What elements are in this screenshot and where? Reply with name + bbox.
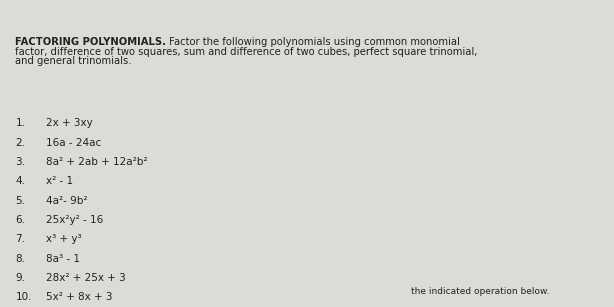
Text: the indicated operation below.: the indicated operation below. <box>411 287 550 296</box>
Text: 1.: 1. <box>15 118 25 128</box>
Text: 6.: 6. <box>15 215 25 225</box>
Text: 8a² + 2ab + 12a²b²: 8a² + 2ab + 12a²b² <box>46 157 147 167</box>
Text: 3.: 3. <box>15 157 25 167</box>
Text: x³ + y³: x³ + y³ <box>46 234 82 244</box>
Text: 2.: 2. <box>15 138 25 148</box>
Text: 4a²- 9b²: 4a²- 9b² <box>46 196 88 206</box>
Text: FACTORING POLYNOMIALS.: FACTORING POLYNOMIALS. <box>15 37 166 47</box>
Text: 9.: 9. <box>15 273 25 283</box>
Text: 16a - 24ac: 16a - 24ac <box>46 138 101 148</box>
Text: 25x²y² - 16: 25x²y² - 16 <box>46 215 103 225</box>
Text: 8.: 8. <box>15 254 25 264</box>
Text: Factor the following polynomials using common monomial: Factor the following polynomials using c… <box>166 37 460 47</box>
Text: 4.: 4. <box>15 176 25 186</box>
Text: x² - 1: x² - 1 <box>46 176 73 186</box>
Text: 8a³ - 1: 8a³ - 1 <box>46 254 80 264</box>
Text: 5x² + 8x + 3: 5x² + 8x + 3 <box>46 292 112 302</box>
Text: 10.: 10. <box>15 292 32 302</box>
Text: factor, difference of two squares, sum and difference of two cubes, perfect squa: factor, difference of two squares, sum a… <box>15 47 478 56</box>
Text: and general trinomials.: and general trinomials. <box>15 56 132 66</box>
Text: 7.: 7. <box>15 234 25 244</box>
Text: 28x² + 25x + 3: 28x² + 25x + 3 <box>46 273 126 283</box>
Text: 2x + 3xy: 2x + 3xy <box>46 118 93 128</box>
Text: 5.: 5. <box>15 196 25 206</box>
